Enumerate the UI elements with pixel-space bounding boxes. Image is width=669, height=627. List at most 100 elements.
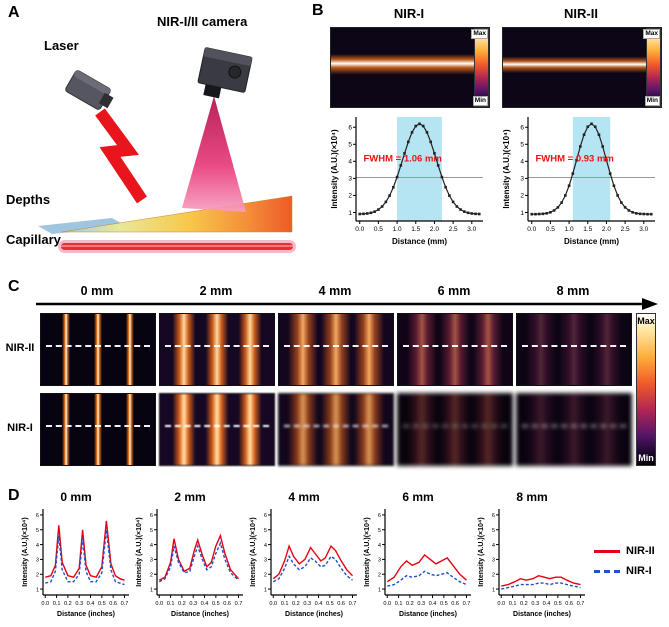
- profile-plot-8mm: 0.0 0.1 0.2 0.3 0.4 0.5 0.6 0.7 1 2 3 4 5 6 Distance (…: [476, 505, 588, 618]
- laser-icon: [65, 70, 114, 110]
- svg-text:Distance (inches): Distance (inches): [171, 611, 229, 618]
- svg-text:6: 6: [520, 125, 524, 132]
- svg-text:0.4: 0.4: [315, 601, 323, 607]
- heatmap-tile-nir1-2mm: [159, 393, 275, 466]
- nir1-colorbar-max-label: Max: [471, 29, 488, 39]
- panel-c-colorbar-max-label: Max: [637, 316, 655, 326]
- legend-line-nir2: [594, 549, 620, 553]
- svg-text:0.1: 0.1: [395, 601, 403, 607]
- nir2-colorbar-max-label: Max: [643, 29, 660, 39]
- svg-text:0.3: 0.3: [417, 601, 425, 607]
- svg-text:2: 2: [492, 573, 495, 579]
- svg-text:4: 4: [520, 159, 524, 166]
- svg-text:Distance (inches): Distance (inches): [285, 611, 343, 618]
- svg-text:0.7: 0.7: [349, 601, 357, 607]
- camera-cone: [182, 96, 246, 212]
- panel-c-colorbar-min-label: Min: [638, 453, 654, 463]
- svg-text:0.6: 0.6: [223, 601, 231, 607]
- nir1-colorbar-min-label: Min: [472, 96, 488, 106]
- profile-plot-6mm: 0.0 0.1 0.2 0.3 0.4 0.5 0.6 0.7 1 2 3 4 5 6 Distance (…: [362, 505, 474, 618]
- profile-title-0mm: 0 mm: [60, 490, 92, 504]
- svg-text:1.0: 1.0: [393, 226, 402, 233]
- svg-text:6: 6: [264, 513, 267, 519]
- heatmap-tile-nir1-0mm: [40, 393, 156, 466]
- svg-text:Distance (inches): Distance (inches): [57, 611, 115, 618]
- panel-b-label: B: [312, 2, 324, 19]
- profile-title-2mm: 2 mm: [174, 490, 206, 504]
- profile-line-marker: [46, 345, 150, 348]
- svg-text:0.2: 0.2: [406, 601, 414, 607]
- svg-text:6: 6: [492, 513, 495, 519]
- svg-text:0.1: 0.1: [167, 601, 175, 607]
- svg-text:1: 1: [520, 210, 524, 217]
- svg-text:2.5: 2.5: [449, 226, 458, 233]
- svg-text:0.5: 0.5: [554, 601, 562, 607]
- legend-item-nir1: NIR-I: [594, 565, 652, 577]
- depth-label-8mm: 8 mm: [556, 284, 590, 298]
- svg-text:0.7: 0.7: [577, 601, 585, 607]
- svg-text:2.0: 2.0: [430, 226, 439, 233]
- svg-text:Intensity (A.U.)(×10⁴): Intensity (A.U.)(×10⁴): [136, 517, 143, 586]
- svg-text:0.5: 0.5: [440, 601, 448, 607]
- profile-line-marker: [284, 345, 388, 348]
- svg-text:4: 4: [378, 543, 381, 549]
- svg-text:3.0: 3.0: [467, 226, 476, 233]
- svg-text:1.5: 1.5: [583, 226, 592, 233]
- svg-text:2: 2: [520, 193, 524, 200]
- svg-text:2: 2: [150, 573, 153, 579]
- svg-text:0.0: 0.0: [269, 601, 277, 607]
- nir2-image-colorbar: [646, 28, 661, 107]
- svg-text:3.0: 3.0: [639, 226, 648, 233]
- svg-text:0.5: 0.5: [212, 601, 220, 607]
- svg-text:Distance (mm): Distance (mm): [392, 237, 447, 246]
- svg-text:0.4: 0.4: [201, 601, 209, 607]
- svg-text:0.3: 0.3: [303, 601, 311, 607]
- heatmap-tile-nir2-6mm: [397, 313, 513, 386]
- profile-line-marker: [403, 345, 507, 348]
- svg-text:3: 3: [36, 558, 39, 564]
- svg-text:2: 2: [36, 573, 39, 579]
- nir2-colorbar-min-label: Min: [644, 96, 660, 106]
- profile-line-marker: [522, 425, 626, 428]
- panel-a-label: A: [8, 4, 20, 21]
- svg-text:3: 3: [520, 176, 524, 183]
- svg-text:0.1: 0.1: [53, 601, 61, 607]
- svg-text:1.0: 1.0: [565, 226, 574, 233]
- svg-text:0.1: 0.1: [509, 601, 517, 607]
- svg-text:0.5: 0.5: [326, 601, 334, 607]
- svg-text:3: 3: [348, 176, 352, 183]
- svg-text:1: 1: [264, 587, 267, 593]
- svg-text:Intensity (A.U.)(×10⁴): Intensity (A.U.)(×10⁴): [250, 517, 257, 586]
- laser-label: Laser: [44, 38, 79, 53]
- svg-text:4: 4: [492, 543, 495, 549]
- svg-text:0.2: 0.2: [520, 601, 528, 607]
- svg-text:1: 1: [36, 587, 39, 593]
- svg-text:6: 6: [378, 513, 381, 519]
- nir2-beam-image: Max Min: [502, 27, 662, 108]
- nir1-fwhm-plot: 0.0 0.5 1.0 1.5 2.0 2.5 3.0 1 2 3 4 5 6 Distance (mm)…: [330, 112, 488, 246]
- svg-text:Distance (inches): Distance (inches): [399, 611, 457, 618]
- svg-text:0.2: 0.2: [64, 601, 72, 607]
- svg-text:1: 1: [492, 587, 495, 593]
- capillary-highlight: [61, 245, 293, 247]
- depths-label: Depths: [6, 192, 51, 207]
- svg-text:6: 6: [36, 513, 39, 519]
- depth-label-4mm: 4 mm: [318, 284, 352, 298]
- svg-text:Intensity (A.U.)(×10⁴): Intensity (A.U.)(×10⁴): [22, 517, 29, 586]
- svg-text:0.6: 0.6: [337, 601, 345, 607]
- row-label-nir1: NIR-I: [7, 422, 33, 434]
- svg-text:0.1: 0.1: [281, 601, 289, 607]
- svg-text:3: 3: [264, 558, 267, 564]
- svg-text:6: 6: [348, 125, 352, 132]
- svg-text:5: 5: [492, 528, 495, 534]
- svg-text:5: 5: [36, 528, 39, 534]
- svg-text:5: 5: [520, 142, 524, 149]
- svg-text:Intensity (A.U.)(×10⁴): Intensity (A.U.)(×10⁴): [330, 129, 339, 209]
- profile-title-8mm: 8 mm: [516, 490, 548, 504]
- row-label-nir2: NIR-II: [5, 342, 35, 354]
- svg-text:0.7: 0.7: [121, 601, 129, 607]
- heatmap-tile-nir2-4mm: [278, 313, 394, 386]
- svg-text:FWHM = 0.93 mm: FWHM = 0.93 mm: [535, 153, 613, 164]
- heatmap-tile-nir1-6mm: [397, 393, 513, 466]
- svg-text:5: 5: [348, 142, 352, 149]
